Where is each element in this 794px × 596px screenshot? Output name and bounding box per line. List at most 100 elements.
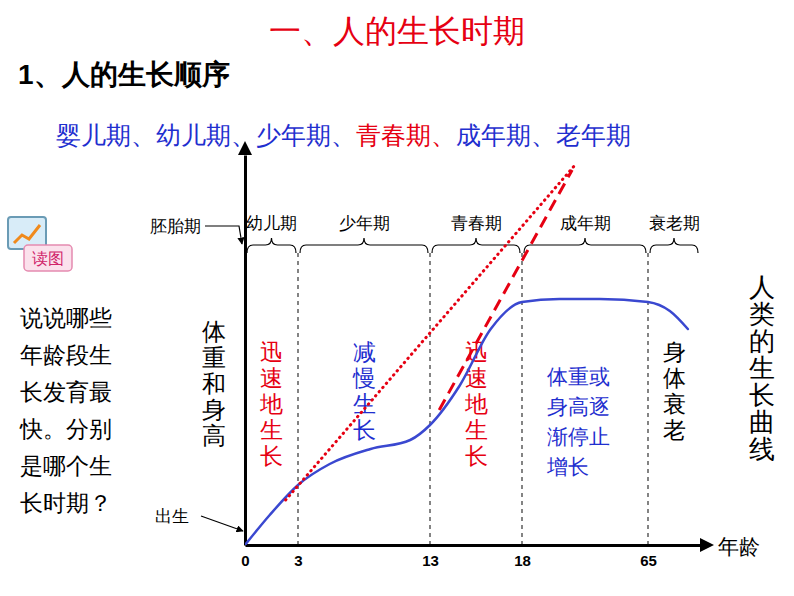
- period-note-char: 长: [465, 443, 488, 469]
- period-note-char: 速: [260, 365, 283, 391]
- grid-line: [297, 250, 298, 545]
- y-axis-title-char: 体: [202, 318, 226, 345]
- question-line: 快。分别: [19, 416, 112, 442]
- stage-sequence: 婴儿期、幼儿期、少年期、青春期、成年期、老年期: [56, 121, 631, 149]
- series-line: [439, 170, 572, 410]
- embryo-arrow: [205, 226, 242, 244]
- question-line: 年龄段生: [20, 342, 112, 368]
- chart-title-char: 人: [749, 272, 775, 302]
- period-brace: [524, 238, 646, 253]
- x-tick-label: 0: [241, 552, 249, 569]
- question-line: 长时期？: [20, 490, 112, 516]
- y-axis-arrow: [238, 141, 252, 155]
- period-label: 青春期: [451, 214, 502, 233]
- icon-graph: [14, 225, 40, 243]
- x-axis-title: 年龄: [718, 535, 760, 558]
- period-note-char: 体: [663, 365, 686, 391]
- period-note: 迅速地生长: [259, 339, 283, 469]
- stage: 少年期: [256, 121, 331, 149]
- y-axis-title-char: 高: [202, 422, 226, 449]
- period-note-char: 生: [465, 417, 488, 443]
- stage: 幼儿期: [156, 121, 231, 149]
- y-axis-title-char: 重: [202, 344, 226, 371]
- stage: 青春期: [356, 121, 431, 149]
- period-label: 幼儿期: [246, 214, 297, 233]
- stage: 婴儿期: [56, 121, 131, 149]
- stage-separator: 、: [131, 121, 156, 149]
- icon-label-box: [24, 245, 72, 271]
- period-note-char: 长: [353, 417, 376, 443]
- icon-label: 读图: [32, 250, 64, 267]
- icon-frame: [8, 217, 46, 249]
- series-line: [286, 164, 576, 500]
- plot-area: [245, 164, 688, 545]
- period-brace: [432, 238, 520, 253]
- x-tick: 0: [241, 545, 249, 569]
- grid: [245, 250, 648, 545]
- heading: 1、人的生长顺序: [18, 59, 230, 90]
- grid-line: [521, 250, 522, 545]
- period-label: 少年期: [339, 214, 390, 233]
- period-label: 衰老期: [649, 214, 700, 233]
- grid-line: [647, 250, 648, 545]
- x-tick-label: 65: [640, 552, 657, 569]
- period-note-char: 地: [259, 391, 283, 417]
- stage-separator: 、: [331, 121, 356, 149]
- period-label: 成年期: [560, 214, 611, 233]
- slide: 一、人的生长时期 1、人的生长顺序婴儿期、幼儿期、少年期、青春期、成年期、老年期读…: [0, 0, 794, 596]
- x-axis: 0 3 13 18 65: [241, 545, 700, 569]
- period-note-line: 增长: [546, 455, 589, 478]
- chart-title: 人类的生长曲线: [749, 272, 775, 464]
- stage-separator: 、: [531, 121, 556, 149]
- question-line: 是哪个生: [20, 453, 112, 479]
- x-tick: 13: [422, 545, 439, 569]
- chart-title-char: 类: [749, 299, 775, 329]
- period-brace: [300, 238, 428, 253]
- x-tick-label: 13: [422, 552, 439, 569]
- period-brace: [650, 238, 698, 253]
- birth-arrow: [201, 516, 243, 531]
- read-chart-icon: 读图: [8, 217, 72, 271]
- y-axis-title-char: 和: [202, 370, 226, 397]
- question-line: 长发育最: [20, 379, 112, 405]
- period-note-char: 减: [353, 339, 376, 365]
- period-note: 体重或身高逐渐停止增长: [546, 365, 610, 478]
- period-note-char: 迅: [260, 339, 283, 365]
- chart-title-char: 长: [749, 380, 775, 410]
- y-axis-title-char: 身: [202, 396, 226, 423]
- period-note-char: 身: [663, 339, 686, 365]
- chart-title-char: 的: [749, 326, 775, 356]
- stage: 成年期: [456, 121, 531, 149]
- page-title: 一、人的生长时期: [269, 13, 525, 49]
- embryo-label: 胚胎期: [150, 217, 201, 236]
- chart-title-char: 曲: [749, 407, 775, 437]
- period-note-char: 慢: [352, 365, 376, 391]
- chart-title-char: 线: [749, 434, 775, 464]
- period-note-line: 身高逐: [547, 395, 610, 418]
- birth-label: 出生: [155, 507, 189, 526]
- x-tick-label: 3: [294, 552, 302, 569]
- grid-line: [429, 250, 430, 545]
- period-note-char: 老: [663, 417, 686, 443]
- x-tick-label: 18: [514, 552, 531, 569]
- period-note-char: 生: [353, 391, 376, 417]
- stage-separator: 、: [431, 121, 456, 149]
- x-tick: 65: [640, 545, 657, 569]
- series-line: [245, 299, 688, 545]
- period-brace: [247, 238, 296, 253]
- chart-title-char: 生: [749, 353, 775, 383]
- period-note-line: 渐停止: [547, 425, 610, 448]
- period-note: 减慢生长: [352, 339, 376, 443]
- period-note-char: 生: [260, 417, 283, 443]
- period-note: 身体衰老: [663, 339, 686, 443]
- period-note-char: 长: [260, 443, 283, 469]
- question-line: 说说哪些: [20, 305, 112, 331]
- stage: 老年期: [556, 121, 631, 149]
- y-axis-title: 体重和身高: [202, 318, 226, 449]
- period-note-char: 地: [464, 391, 488, 417]
- x-axis-arrow: [700, 538, 714, 552]
- x-axis-line: [246, 544, 701, 547]
- periods: 幼儿期迅速地生长少年期减慢生长青春期迅速地生长成年期体重或身高逐渐停止增长衰老期…: [246, 214, 700, 478]
- period-note-char: 衰: [663, 391, 686, 417]
- x-tick: 18: [514, 545, 531, 569]
